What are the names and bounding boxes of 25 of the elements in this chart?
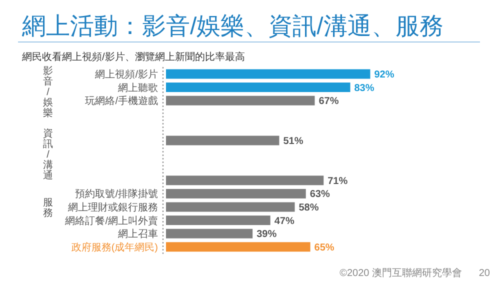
text: 影音/娛樂 [43,64,53,119]
text: 服務 [43,197,53,219]
data-label: 39% [256,229,277,240]
text: 資訊/溝通 [43,127,53,182]
data-label: 63% [310,189,330,200]
y-tick-label: 預約取號/排隊掛號 [75,188,158,200]
y-tick-label: 政府服務(成年網民) [71,241,158,254]
subtitle: 網民收看網上視頻/影片、瀏覽網上新聞的比率最高 [22,52,245,63]
text: ©2020 澳門互聯網研究學會 [340,267,462,279]
data-label: 51% [283,136,304,147]
y-tick-label: 玩網絡/手機遊戲 [85,95,158,108]
data-label: 83% [354,82,374,94]
data-label: 47% [274,216,294,227]
title: 網上活動：影音/娛樂、資訊/溝通、服務 [22,13,444,40]
data-label: 58% [298,202,319,214]
y-tick-label: 網上視頻/影片 [94,68,158,80]
data-label: 67% [318,96,339,108]
y-tick-label: 網絡訂餐/網上叫外賣 [64,214,158,227]
y-tick-label: 網上聽歌 [117,82,158,94]
text: 20 [478,268,490,279]
y-tick-label: 網上召車 [117,228,158,240]
data-label: 92% [374,70,394,80]
data-label: 65% [314,242,334,254]
y-tick-label: 網上理財或銀行服務 [67,202,158,214]
data-label: 71% [328,176,348,187]
